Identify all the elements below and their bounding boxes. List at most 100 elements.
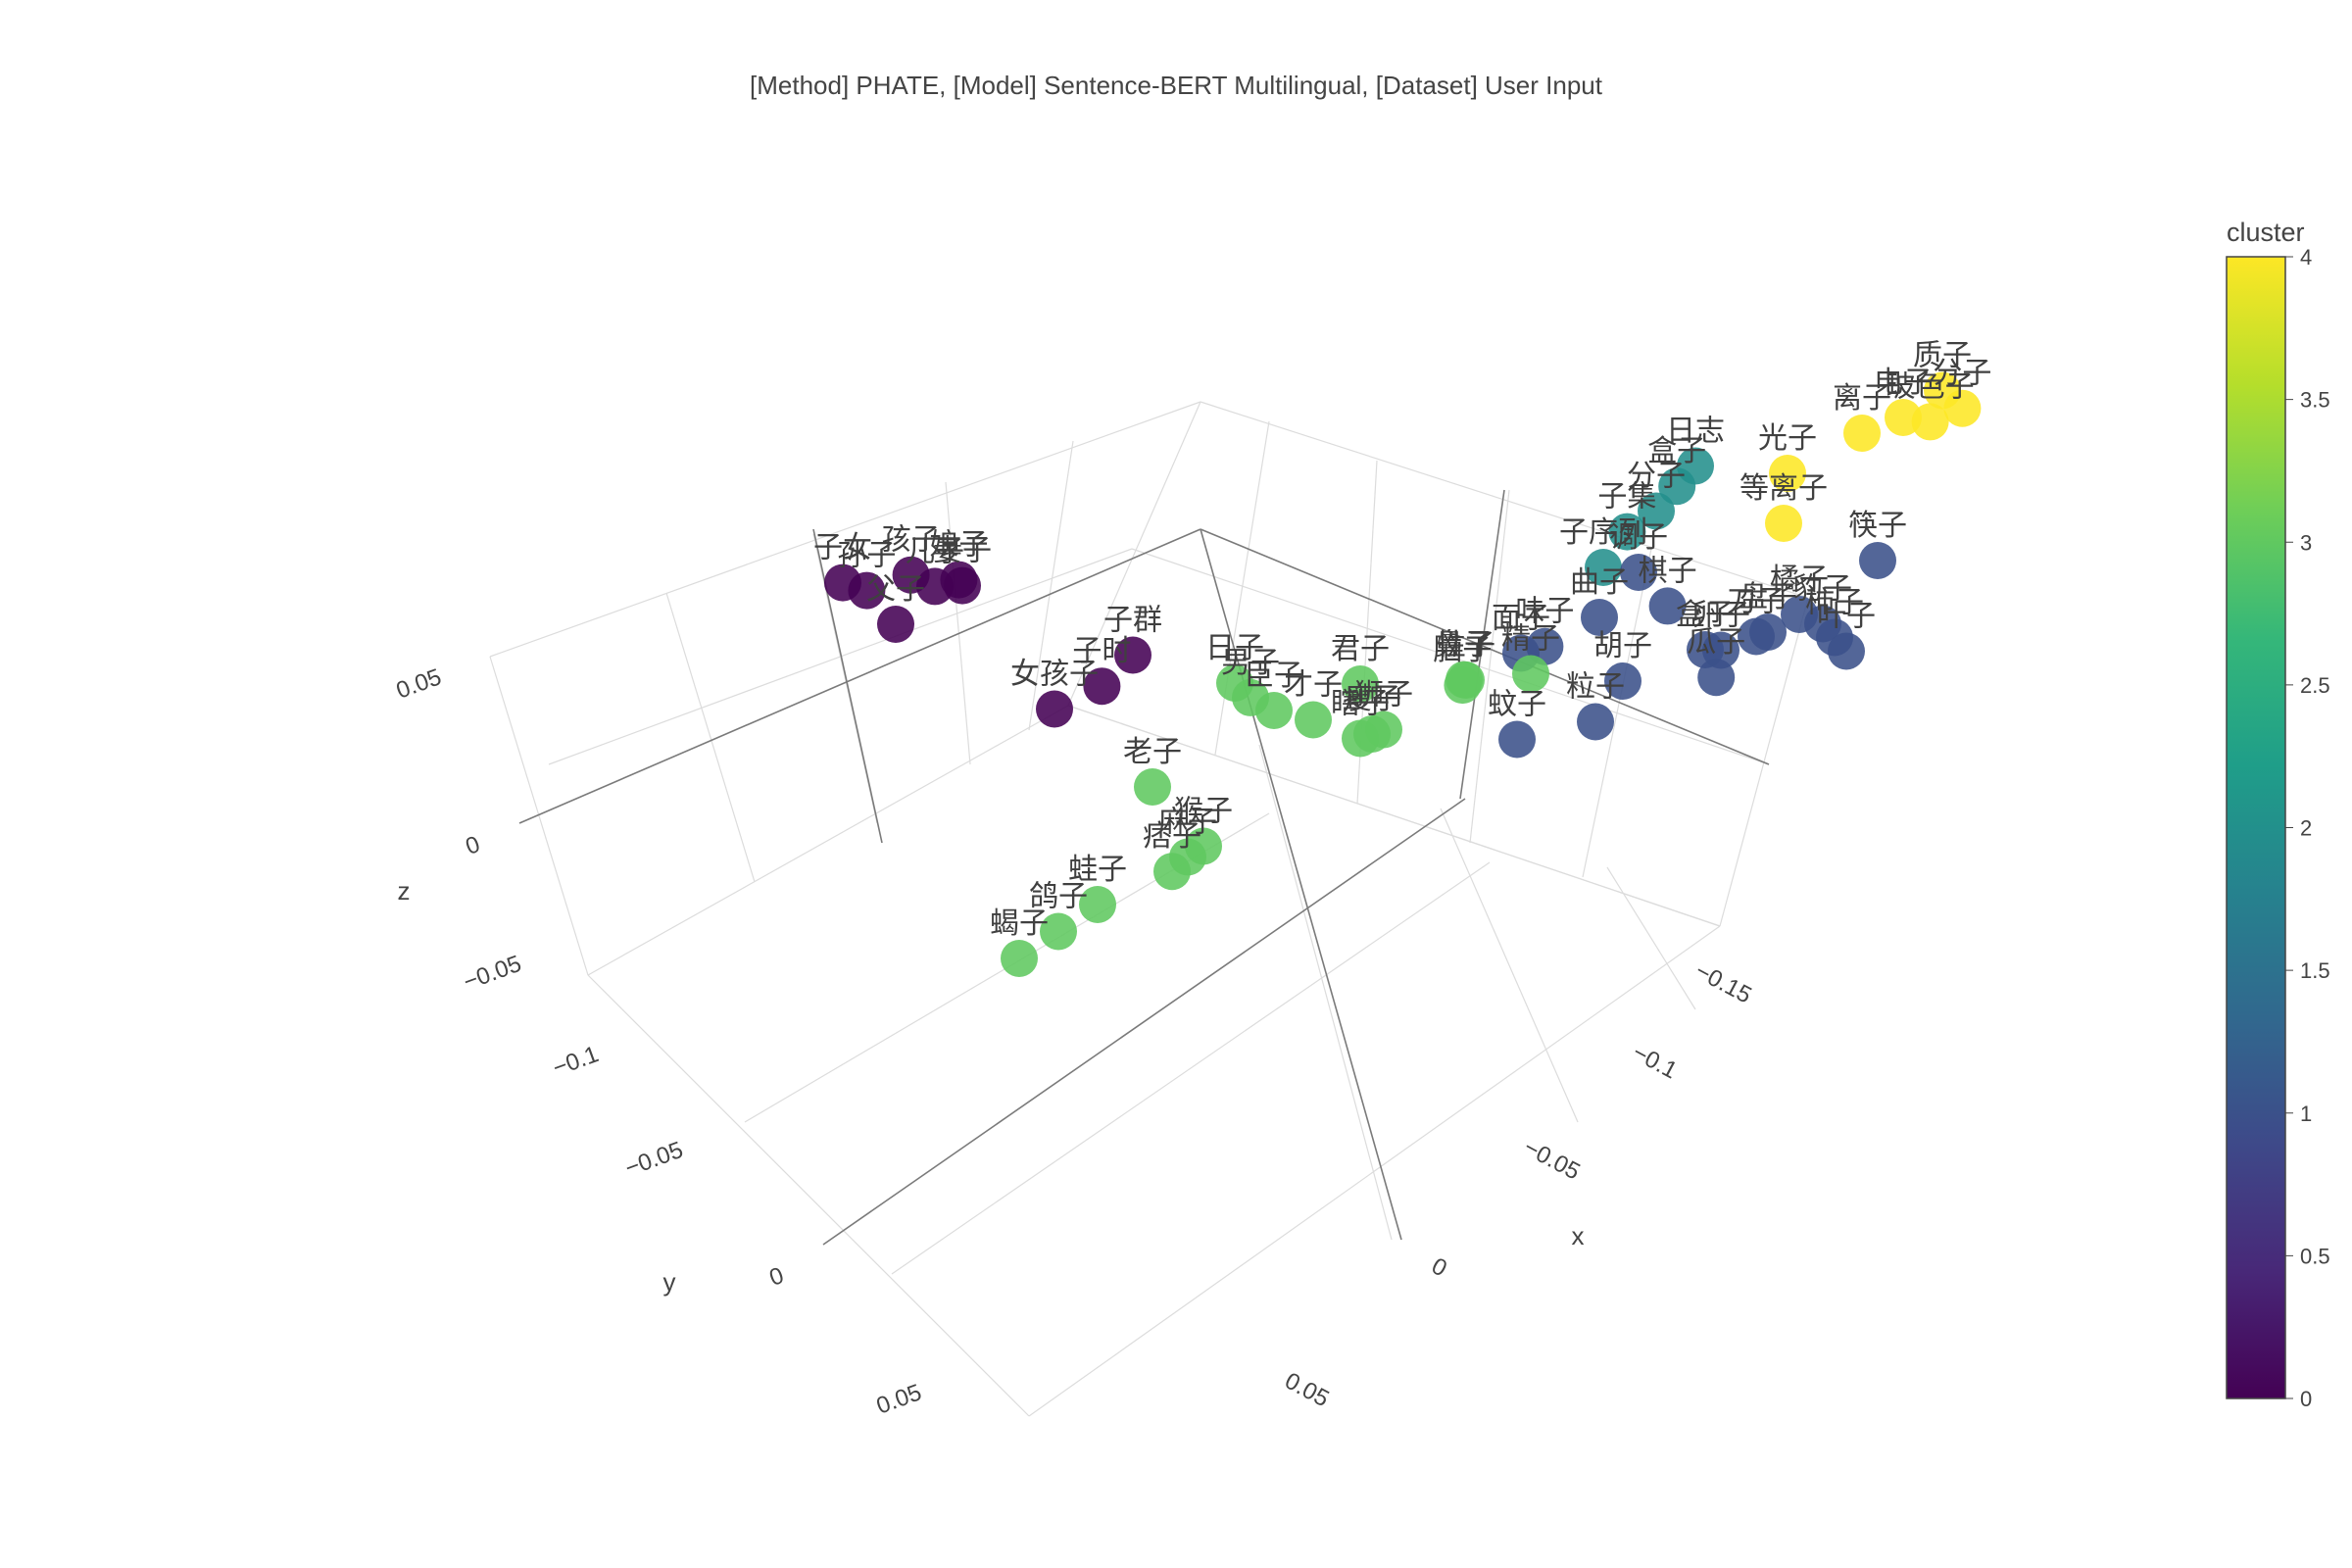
z-ticks: −0.05 0 0.05 [393,663,525,996]
data-point[interactable] [1083,667,1121,706]
x-axis-title: x [1572,1221,1585,1250]
point-label: 玻色子 [1886,369,1975,404]
point-label: 君子 [1331,632,1390,666]
data-point[interactable] [1001,940,1038,977]
colorbar-tick-label: 1.5 [2300,958,2330,983]
point-label: 蚊子 [1488,688,1546,722]
point-label: 娘子 [929,528,988,563]
colorbar-tick-label: 1 [2300,1102,2312,1126]
data-point[interactable] [1342,719,1379,758]
point-label: 鸽子 [1029,880,1088,914]
point-label: 老子 [1123,735,1182,769]
point-label: 子时 [1072,634,1131,668]
x-tick-label: 0 [1427,1252,1450,1282]
z-tick-label: 0.05 [393,663,445,704]
point-label: 日子 [1205,631,1264,665]
data-point[interactable] [1581,599,1618,636]
axis-lines [518,489,1770,1246]
data-point[interactable] [877,606,914,643]
data-point[interactable] [1498,720,1536,759]
grid-back-left [489,401,1201,976]
colorbar-tick-label: 0.5 [2300,1244,2330,1268]
point-label: 刀子 [1727,585,1786,619]
point-label: 调子 [1609,520,1668,555]
data-point[interactable] [1738,617,1775,656]
point-label: 胡子 [1593,629,1652,663]
colorbar-tick-label: 3.5 [2300,388,2330,413]
data-point[interactable] [1079,886,1116,923]
point-label: 女孩子 [1010,658,1099,692]
data-point[interactable] [1828,632,1865,670]
point-label: 离子 [1833,381,1891,416]
y-tick-label: 0 [766,1262,788,1292]
point-label: 棋子 [1639,554,1697,588]
y-axis-title: y [663,1267,676,1297]
data-point[interactable] [1658,467,1696,506]
point-label: 父子 [866,572,925,607]
colorbar-gradient [2226,256,2286,1399]
z-axis-title: z [398,876,411,906]
data-point[interactable] [1697,659,1736,697]
point-label: 子女 [813,531,872,565]
point-label: 子序列 [1559,515,1647,550]
point-label: 日志 [1666,415,1725,449]
point-label: 柿子 [1805,586,1864,620]
data-point[interactable] [1843,415,1881,452]
points-layer [824,371,1982,977]
data-point[interactable] [1638,492,1675,530]
data-point[interactable] [1040,912,1077,951]
point-label: 精子 [1501,622,1560,657]
point-label: 孩子 [882,523,941,558]
data-point[interactable] [1911,403,1949,441]
point-label: 瓜子 [1687,625,1745,660]
point-label: 分子 [1933,357,1991,391]
point-label: 分子 [1627,460,1686,494]
data-point[interactable] [1620,554,1657,591]
point-label: 筷子 [1848,509,1907,543]
point-label: 子集 [1597,480,1656,514]
colorbar-tick-label: 4 [2300,245,2312,270]
data-point[interactable] [1512,655,1549,693]
data-point[interactable] [1859,542,1896,579]
data-point[interactable] [1943,389,1982,427]
colorbar-tick-label: 3 [2300,530,2312,555]
point-label: 面子 [1492,602,1550,636]
data-point[interactable] [1036,690,1073,728]
point-label: 叶子 [1817,600,1876,634]
data-point[interactable] [1114,636,1152,674]
data-point[interactable] [944,566,981,605]
data-point[interactable] [1342,665,1379,703]
data-point[interactable] [1577,703,1614,741]
data-point[interactable] [1608,513,1646,551]
point-label: 妻子 [933,534,992,568]
point-label: 子群 [1103,604,1162,638]
point-label: 盒子 [1676,598,1735,632]
point-label: 质子 [1913,339,1972,373]
data-point[interactable] [1604,662,1642,700]
point-label: 才子 [1284,668,1343,703]
data-point[interactable] [916,567,954,606]
data-point[interactable] [1134,768,1171,806]
x-ticks: −0.15 −0.1 −0.05 0 0.05 [1281,957,1756,1412]
data-point[interactable] [1648,587,1687,625]
colorbar-tick-label: 2 [2300,816,2312,841]
data-point[interactable] [848,571,886,610]
point-label: 豹子 [1793,572,1852,607]
data-point[interactable] [1444,666,1482,705]
data-point[interactable] [1765,505,1802,542]
y-tick-label: −0.05 [621,1137,686,1182]
chart-title: [Method] PHATE, [Model] Sentence-BERT Mu… [750,71,1602,100]
y-tick-label: 0.05 [873,1379,925,1419]
point-label: 曲子 [1570,565,1629,600]
point-label: 橘子 [1770,563,1829,597]
data-point[interactable] [1255,692,1293,729]
z-tick-label: 0 [463,831,484,860]
point-label: 麻子 [1158,806,1217,840]
data-point[interactable] [1585,549,1622,586]
point-label: 性子 [1437,628,1495,662]
data-point[interactable] [1295,701,1332,739]
point-label: 卵子 [1691,599,1750,633]
data-point[interactable] [1153,853,1191,891]
data-point[interactable] [1769,455,1806,492]
